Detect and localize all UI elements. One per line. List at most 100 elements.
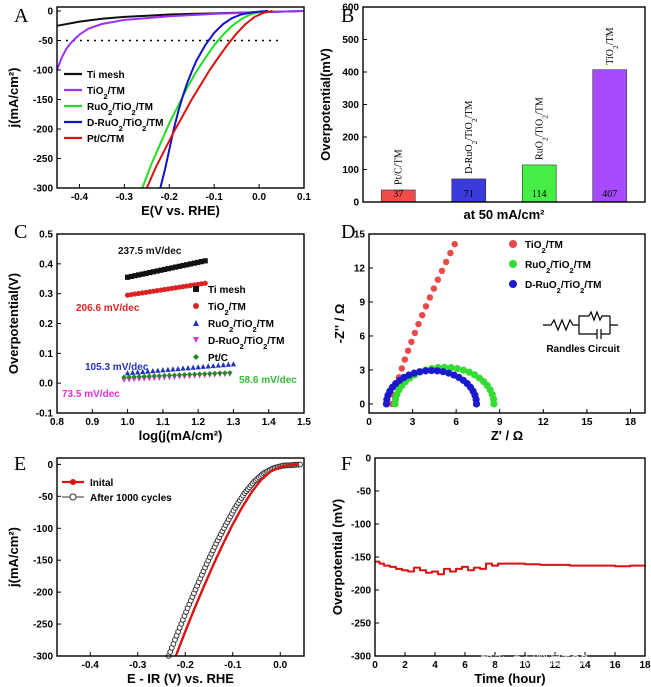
panel-d-data-point [410,369,418,377]
panel-d-data-point [459,366,468,374]
panel-d-xtick-label: 3 [410,417,416,428]
panel-e-ytick-label: -50 [39,492,54,503]
panel-a-ytick-label: -150 [33,95,53,106]
panel-a-xtick-label: -0.3 [116,192,134,203]
panel-c-data-point [166,372,173,378]
panel-b-ytick-label: 200 [342,133,359,144]
panel-d-data-point [415,320,422,328]
panel-c-slope-annotation: 105.3 mV/dec [85,362,149,373]
panel-c-data-point [147,269,153,276]
panel-d-data-point [411,329,419,337]
panel-e-ytick-label: 0 [47,460,53,471]
panel-c-xtick-label: 1.5 [297,417,311,428]
panel-b-category-label: Pt/C/TM [393,149,404,185]
panel-d-data-point [465,368,473,376]
panel-f-xtick-label: 10 [519,660,531,671]
panel-c-data-point [175,365,181,372]
panel-a-xlabel: E(V vs. RHE) [141,203,220,218]
panel-c-data-point [161,266,168,273]
panel-a-ylabel: j(mA/cm²) [6,68,21,129]
panel-d-data-point [442,258,450,266]
panel-b-category-label: RuO2/TiO2/TM [534,97,549,160]
panel-f-ytick-label: -50 [357,487,372,498]
panel-c-xlabel: log(j(mA/cm²) [139,428,223,443]
panel-c-data-point [187,261,194,267]
panel-c-legend-marker [193,303,199,309]
panel-b-bar [592,69,628,203]
panel-d-data-point [453,364,461,373]
panel-f-ytick-label: -100 [351,520,371,531]
panel-c-data-point [139,271,145,277]
panel-c-data-point [140,368,146,375]
panel-f-xtick-label: 8 [492,660,498,671]
panel-d-data-point [434,276,442,283]
watermark-text: 知乎 @材料最TOP [480,653,588,669]
panel-a-frame [56,6,305,189]
panel-c-slope-annotation: 73.5 mV/dec [62,389,120,400]
panel-c-data-point [136,373,142,380]
panel-c-data-point [146,373,152,379]
panel-b-bar-value: 407 [602,189,617,200]
panel-c-slope-annotation: 206.6 mV/dec [76,303,140,314]
panel-e-ytick-label: -150 [33,556,53,567]
panel-d-frame [368,233,646,414]
panel-c-data-point [190,364,196,370]
panel-c-data-point [126,377,132,383]
panel-c-data-point [124,274,131,280]
panel-c-ytick-label: 0.0 [39,379,53,390]
panel-letter-b: B [341,5,354,27]
panel-e-ytick-label: -300 [33,652,53,663]
panel-d-ytick-label: 3 [359,365,365,376]
panel-c-data-point [154,268,160,274]
panel-d-data-point [421,367,430,375]
panel-c-data-point [205,363,211,369]
panel-c-ytick-label: 0.2 [39,319,53,330]
panel-f-ytick-label: 0 [365,454,371,465]
panel-c-data-point [143,270,149,276]
panel-a-series-line [145,10,273,189]
panel-d-ytick-label: 0 [359,399,365,410]
panel-d-legend-marker [509,260,517,268]
panel-c-data-point [215,362,221,368]
panel-f-xtick-label: 14 [579,660,591,671]
panel-c-legend-label: Pt/C [208,353,228,364]
panel-d-data-point [433,367,441,375]
panel-c-data-point [124,370,131,376]
panel-c-data-point [180,262,186,269]
panel-c-xtick-label: 1.4 [262,417,276,428]
panel-c-legend-label: RuO2/TiO2/TM [208,319,274,334]
panel-c-data-point [165,366,171,372]
panel-d-ytick-label: 12 [354,263,366,274]
panel-f-ytick-label: -200 [351,586,371,597]
panel-c-data-point [212,370,218,376]
panel-letter-d: D [341,221,355,243]
panel-c-data-point [135,369,141,375]
panel-c-data-point [197,371,203,377]
panel-b-bar [521,164,557,203]
panel-c-data-point [184,262,190,268]
panel-c-data-point [230,361,237,367]
panel-c-data-point [210,362,216,369]
panel-e-xlabel: E - IR (V) vs. RHE [127,671,234,686]
panel-c-data-point [141,373,147,379]
panel-c-data-point [131,377,137,383]
panel-d-data-point [426,294,434,301]
panel-c-data-point [169,265,175,271]
panel-f-xtick-label: 0 [372,660,378,671]
panel-c-legend-marker [193,286,199,292]
randles-resistor2-icon [588,310,610,322]
panel-letter-f: F [341,453,352,475]
panel-e-xtick-label: -0.1 [224,660,242,671]
panel-e-series-line [168,463,302,657]
panel-e-legend-marker [70,479,76,485]
panel-b-ytick-label: 400 [342,68,359,79]
randles-resistor-icon [543,318,579,332]
panel-d-data-point [447,249,454,257]
panel-a-ytick-label: -250 [33,154,53,165]
panel-d-legend-label: D-RuO2/TiO2/TM [525,280,602,295]
randles-capacitor-icon [589,329,610,339]
panel-c-data-point [186,371,193,378]
panel-c-data-point [150,367,156,374]
panel-c-xtick-label: 1.3 [226,417,240,428]
